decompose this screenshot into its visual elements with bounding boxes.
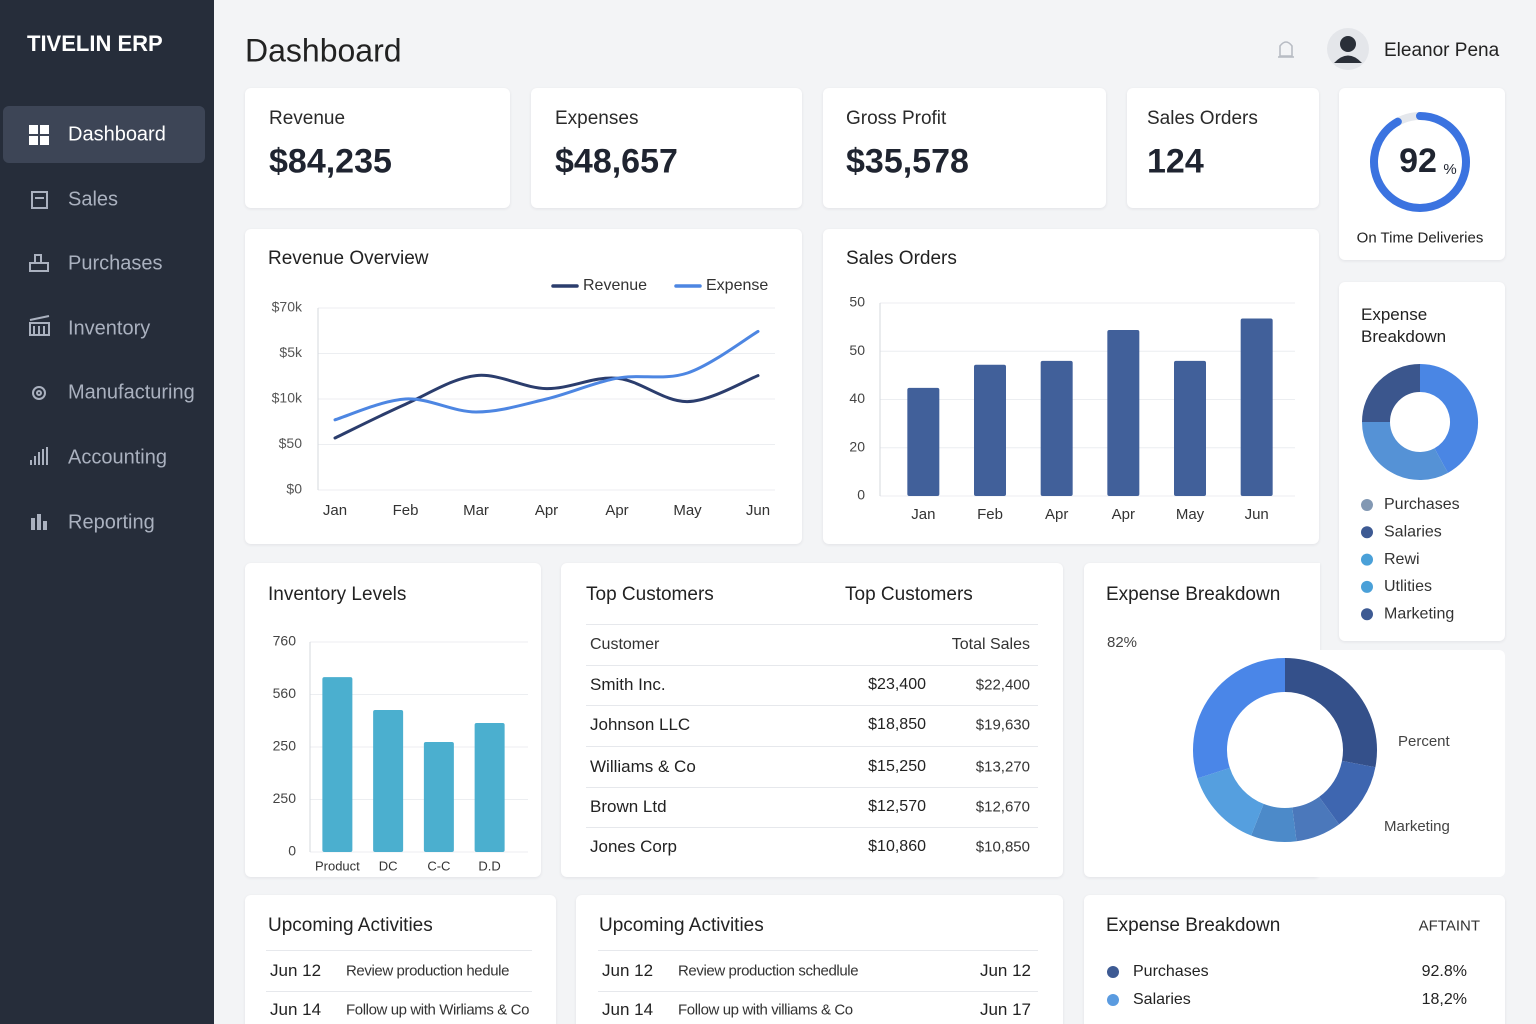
chart-title: Sales Orders — [846, 248, 957, 269]
icon-dashboard — [29, 125, 49, 145]
avatar-body — [1334, 55, 1362, 63]
expense-donut-card — [1084, 563, 1320, 877]
activity-text: Follow up with Wirliams & Co — [346, 1001, 530, 1019]
kpi-label: Sales Orders — [1147, 108, 1258, 129]
bell-icon[interactable] — [1278, 41, 1294, 58]
avatar-head — [1340, 36, 1356, 52]
icon-purchases — [29, 254, 49, 272]
customer-name: Johnson LLC — [590, 715, 691, 734]
card-title: Upcoming Activities — [268, 915, 433, 936]
customer-name: Smith Inc. — [590, 675, 666, 694]
activity-date: Jun 12 — [270, 961, 322, 980]
customers-card — [561, 563, 1063, 877]
table-rule — [266, 991, 532, 992]
icon-accounting — [30, 447, 48, 465]
expense-value: 18,2% — [1421, 991, 1467, 1008]
kpi-card — [1127, 88, 1319, 208]
nav-item[interactable]: Inventory — [68, 317, 151, 340]
user-name[interactable]: Eleanor Pena — [1384, 40, 1500, 61]
expense-list-card — [1084, 895, 1505, 1024]
nav-item[interactable]: Sales — [68, 188, 119, 211]
gauge-caption: On Time Deliveries — [1356, 229, 1484, 247]
kpi-card — [823, 88, 1106, 208]
sales-value: $19,630 — [975, 716, 1030, 734]
icon-manufacturing — [32, 386, 46, 400]
sales-value: $22,400 — [975, 676, 1030, 694]
activities-card — [576, 895, 1063, 1024]
sales-value: $15,250 — [868, 758, 926, 775]
table-rule — [586, 624, 1038, 625]
kpi-label: Gross Profit — [846, 108, 947, 129]
chart-title: Inventory Levels — [268, 584, 407, 605]
expense-value: 92.8% — [1421, 963, 1467, 980]
sales-value: $10,850 — [975, 838, 1030, 856]
table-rule — [586, 746, 1038, 747]
kpi-value: $84,235 — [269, 142, 392, 181]
activity-date: Jun 14 — [270, 1000, 322, 1019]
nav-item[interactable]: Accounting — [68, 446, 167, 469]
kpi-label: Revenue — [269, 108, 346, 129]
nav-active-bg — [3, 106, 205, 163]
table-rule — [598, 950, 1038, 951]
activities-card — [245, 895, 556, 1024]
kpi-value: $35,578 — [846, 142, 969, 181]
customer-name: Jones Corp — [590, 837, 677, 856]
nav-item[interactable]: Dashboard — [68, 123, 166, 146]
table-rule — [586, 705, 1038, 706]
inventory-card — [245, 563, 541, 877]
sales-card — [823, 229, 1319, 544]
card-title: Expense Breakdown — [1106, 915, 1281, 936]
expense-name: Purchases — [1133, 963, 1209, 980]
icon-reporting — [31, 514, 47, 530]
nav-item[interactable]: Purchases — [68, 252, 163, 275]
sales-value: $10,860 — [868, 838, 926, 855]
brand: TIVELIN ERP — [27, 31, 163, 56]
customer-name: Williams & Co — [590, 757, 696, 776]
activity-date: Jun 17 — [979, 1000, 1031, 1019]
column-header: AFTAINT — [1418, 917, 1480, 935]
chart-title: Expense Breakdown — [1106, 584, 1281, 605]
icon-sales — [31, 191, 48, 209]
kpi-value: $48,657 — [555, 142, 678, 181]
table-rule — [598, 991, 1038, 992]
activity-date: Jun 14 — [602, 1000, 654, 1019]
page-title: Dashboard — [245, 32, 402, 69]
table-title: Top Customers — [586, 584, 714, 605]
table-title: Top Customers — [845, 584, 973, 605]
chart-title: Revenue Overview — [268, 248, 429, 269]
sales-value: $23,400 — [868, 676, 926, 693]
column-header: Customer — [590, 636, 660, 653]
nav-item[interactable]: Manufacturing — [68, 381, 195, 404]
chart-title: Expense Breakdown — [1361, 305, 1447, 346]
nav-icons — [29, 125, 50, 530]
column-header: Total Sales — [951, 636, 1030, 653]
customer-name: Brown Ltd — [590, 797, 667, 816]
table-rule — [586, 827, 1038, 828]
table-rule — [586, 665, 1038, 666]
header-icons — [1278, 28, 1369, 70]
activity-text: Follow up with villiams & Co — [678, 1001, 853, 1019]
card-title: Upcoming Activities — [599, 915, 764, 936]
nav-item[interactable]: Reporting — [68, 511, 155, 534]
expense-name: Salaries — [1133, 991, 1191, 1008]
sales-value: $12,670 — [975, 798, 1030, 816]
sales-value: $12,570 — [868, 798, 926, 815]
activity-text: Review production hedule — [346, 962, 510, 980]
kpi-value: 124 — [1147, 142, 1204, 181]
expense-donut-card-ext — [1300, 650, 1505, 877]
revenue-card — [245, 229, 802, 544]
kpi-card — [531, 88, 802, 208]
icon-inventory — [29, 315, 50, 336]
kpi-label: Expenses — [555, 108, 639, 129]
table-rule — [266, 950, 532, 951]
activity-date: Jun 12 — [979, 961, 1031, 980]
activity-text: Review production schedlule — [678, 962, 859, 980]
sales-value: $18,850 — [868, 716, 926, 733]
activity-date: Jun 12 — [602, 961, 654, 980]
table-rule — [586, 787, 1038, 788]
kpi-card — [245, 88, 510, 208]
sidebar: TIVELIN ERP Dashboard Sales Purchases Invent… — [0, 0, 214, 1024]
sales-value: $13,270 — [975, 758, 1030, 776]
